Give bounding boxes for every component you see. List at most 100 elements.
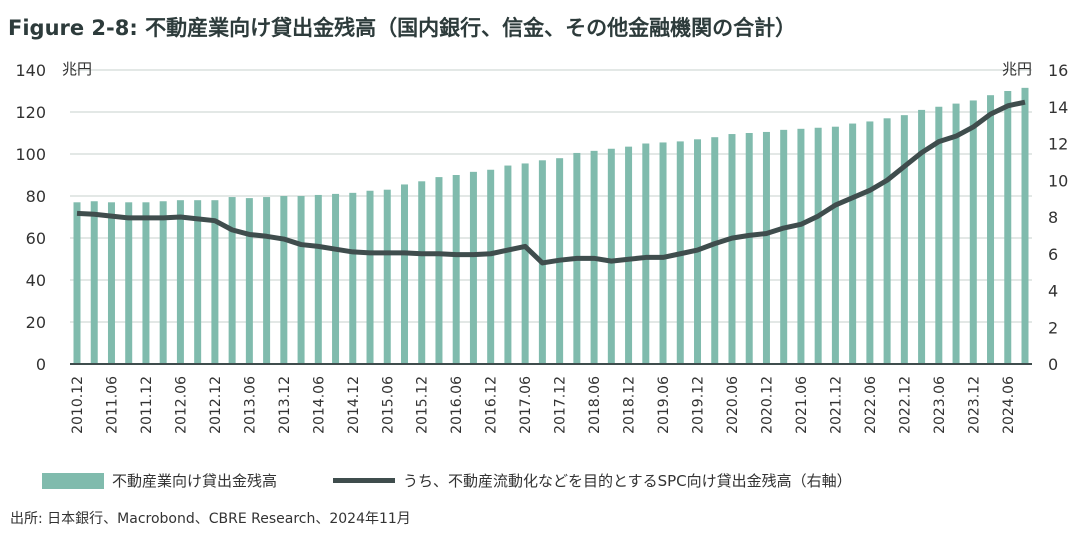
legend: 不動産業向け貸出金残高 うち、不動産流動化などを目的とするSPC向け貸出金残高（…	[42, 470, 852, 491]
bar	[797, 128, 805, 364]
x-tick-label: 2019.12	[691, 376, 707, 434]
y-tick-label: 40	[26, 271, 46, 290]
x-tick-label: 2017.12	[553, 376, 569, 434]
x-tick-label: 2012.06	[173, 376, 189, 434]
legend-label-line: うち、不動産流動化などを目的とするSPC向け貸出金残高（右軸）	[403, 472, 852, 490]
bar	[142, 202, 150, 364]
bar	[159, 201, 167, 364]
y-tick-label: 60	[26, 229, 46, 248]
y2-tick-label: 6	[1048, 245, 1058, 264]
x-tick-label: 2011.06	[104, 376, 120, 434]
x-tick-label: 2016.12	[484, 376, 500, 434]
x-tick-label: 2012.12	[208, 376, 224, 434]
bar	[918, 109, 926, 365]
x-tick-label: 2013.12	[277, 376, 293, 434]
bar	[280, 196, 288, 364]
bar	[504, 165, 512, 364]
source-note: 出所: 日本銀行、Macrobond、CBRE Research、2024年11…	[10, 511, 411, 527]
x-tick-label: 2022.12	[897, 376, 913, 434]
bar	[762, 131, 770, 364]
x-tick-label: 2020.12	[759, 376, 775, 434]
bar	[435, 177, 443, 364]
x-tick-label: 2023.06	[932, 376, 948, 434]
bar	[125, 202, 133, 364]
x-tick-label: 2020.06	[725, 376, 741, 434]
bar	[814, 127, 822, 364]
bar	[711, 137, 719, 364]
bar	[1004, 91, 1012, 364]
y-tick-label: 20	[26, 313, 46, 332]
y2-tick-label: 2	[1048, 318, 1058, 337]
bar	[1021, 87, 1029, 364]
x-tick-label: 2019.06	[656, 376, 672, 434]
bar	[452, 175, 460, 364]
x-tick-label: 2024.06	[1001, 376, 1017, 434]
bar	[314, 194, 322, 364]
bar	[400, 184, 408, 364]
legend-swatch-bar	[42, 472, 104, 489]
y-tick-label: 120	[15, 103, 46, 122]
bar	[969, 100, 977, 364]
bar	[297, 196, 305, 364]
bar	[607, 148, 615, 364]
bar	[935, 106, 943, 364]
bar	[211, 200, 219, 364]
y2-tick-label: 10	[1048, 171, 1068, 190]
bar	[469, 171, 477, 364]
bar	[228, 197, 236, 364]
x-tick-label: 2022.06	[863, 376, 879, 434]
bar	[952, 103, 960, 364]
bar	[866, 121, 874, 364]
y-axis-unit: 兆円	[62, 60, 92, 78]
x-tick-label: 2018.12	[622, 376, 638, 434]
y-tick-label: 0	[36, 355, 46, 374]
y2-tick-label: 0	[1048, 355, 1058, 374]
legend-swatch-line	[333, 478, 396, 483]
y2-tick-label: 8	[1048, 208, 1058, 227]
bar	[745, 133, 753, 364]
y2-tick-label: 14	[1048, 98, 1068, 117]
bar	[245, 198, 253, 364]
bar	[107, 202, 115, 364]
line-series	[76, 99, 1026, 266]
x-tick-label: 2014.06	[311, 376, 327, 434]
bar	[194, 200, 202, 364]
x-tick-label: 2014.12	[346, 376, 362, 434]
bar	[73, 202, 81, 364]
y-tick-label: 140	[15, 61, 46, 80]
x-tick-label: 2018.06	[587, 376, 603, 434]
y2-tick-label: 12	[1048, 135, 1068, 154]
bar	[659, 142, 667, 364]
bar	[728, 134, 736, 364]
x-tick-label: 2013.06	[242, 376, 258, 434]
bar	[883, 118, 891, 364]
bar	[383, 189, 391, 364]
bar	[831, 126, 839, 364]
x-tick-label: 2010.12	[70, 376, 86, 434]
y-tick-label: 80	[26, 187, 46, 206]
x-tick-label: 2021.06	[794, 376, 810, 434]
bar	[625, 146, 633, 364]
bar	[780, 129, 788, 364]
bar	[487, 169, 495, 364]
y2-tick-label: 16	[1048, 61, 1068, 80]
bar	[176, 200, 184, 364]
x-tick-label: 2021.12	[828, 376, 844, 434]
y2-tick-label: 4	[1048, 282, 1058, 301]
chart-title: Figure 2-8: 不動産業向け貸出金残高（国内銀行、信金、その他金融機関の…	[8, 16, 797, 40]
bar	[900, 115, 908, 365]
bar	[90, 201, 98, 364]
bar	[521, 163, 529, 364]
x-tick-label: 2023.12	[966, 376, 982, 434]
x-tick-label: 2015.12	[415, 376, 431, 434]
bar	[366, 190, 374, 364]
bar	[849, 123, 857, 364]
y2-axis-unit: 兆円	[1002, 60, 1032, 78]
y-tick-label: 100	[15, 145, 46, 164]
x-tick-label: 2015.06	[380, 376, 396, 434]
bar	[263, 197, 271, 364]
bar	[332, 193, 340, 364]
bar	[418, 181, 426, 364]
bar	[987, 95, 995, 364]
